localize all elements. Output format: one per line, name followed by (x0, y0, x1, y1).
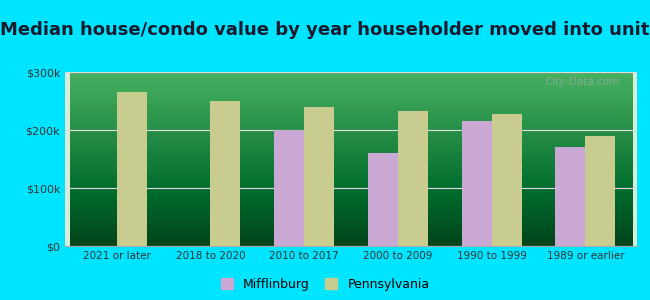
Bar (555, 147, 586, 246)
Legend: Mifflinburg, Pennsylvania: Mifflinburg, Pennsylvania (220, 278, 430, 291)
Bar (491, 114, 522, 246)
Bar (586, 136, 616, 246)
Bar (116, 92, 147, 246)
Bar (398, 111, 428, 246)
Text: City-Data.com: City-Data.com (546, 77, 620, 87)
Bar (304, 107, 334, 246)
Bar (274, 130, 304, 246)
Text: Median house/condo value by year householder moved into unit: Median house/condo value by year househo… (0, 21, 650, 39)
Bar (211, 101, 240, 246)
Bar (368, 153, 398, 246)
Bar (462, 121, 491, 246)
